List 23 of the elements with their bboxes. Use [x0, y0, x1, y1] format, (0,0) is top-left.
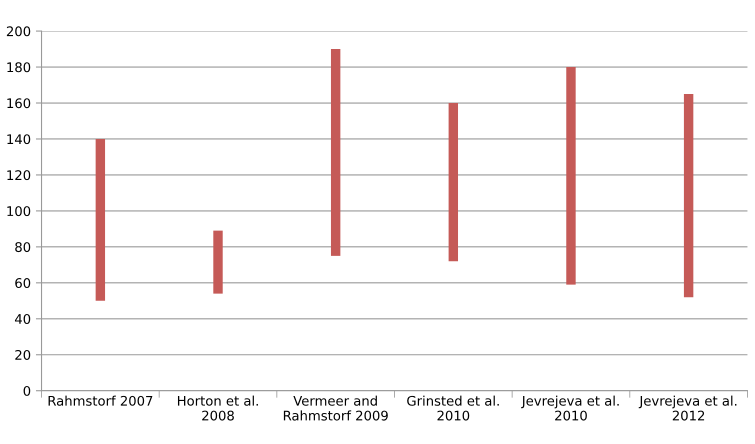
x-tick-label: Rahmstorf 2007	[48, 396, 152, 406]
y-tick-label: 120	[7, 170, 30, 180]
bar	[566, 67, 576, 285]
bar	[213, 230, 223, 294]
y-tick-label: 20	[15, 350, 30, 360]
bar	[330, 49, 340, 256]
x-tick-label: Jevrejeva et al. 2012	[638, 396, 736, 421]
x-tick-label: Grinsted et al. 2010	[407, 396, 499, 421]
bar	[684, 94, 694, 298]
y-tick-label: 100	[7, 206, 30, 216]
y-tick-label: 140	[7, 134, 30, 144]
bar	[448, 103, 458, 262]
x-tick-label: Horton et al. 2008	[178, 396, 258, 421]
y-tick-label: 80	[15, 242, 30, 252]
x-tick-label: Vermeer and Rahmstorf 2009	[284, 396, 388, 421]
y-tick-label: 160	[7, 98, 30, 108]
x-tick-label: Jevrejeva et al. 2010	[521, 396, 619, 421]
y-tick-label: 40	[14, 314, 30, 324]
y-tick-label: 200	[6, 26, 30, 36]
bar	[96, 138, 106, 301]
y-tick-label: 60	[15, 278, 30, 288]
y-tick-label: 0	[24, 386, 30, 396]
y-tick-label: 180	[7, 62, 30, 72]
